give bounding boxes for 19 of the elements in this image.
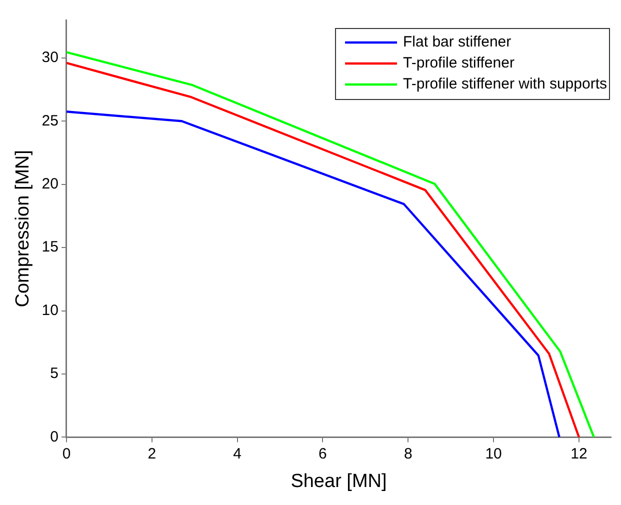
legend-label: T-profile stiffener with supports bbox=[403, 76, 608, 93]
x-tick-label: 6 bbox=[318, 445, 327, 462]
y-tick-label: 25 bbox=[42, 112, 58, 130]
x-tick-label: 2 bbox=[148, 445, 156, 462]
x-tick-label: 4 bbox=[233, 445, 242, 462]
legend-label: T-profile stiffener bbox=[403, 54, 514, 72]
y-axis-title: Compression [MN] bbox=[12, 150, 34, 308]
y-tick-label: 0 bbox=[50, 428, 58, 446]
y-tick-label: 15 bbox=[42, 238, 58, 256]
x-tick-label: 0 bbox=[62, 445, 71, 462]
legend-label: Flat bar stiffener bbox=[403, 34, 512, 51]
y-tick-label: 5 bbox=[50, 365, 58, 382]
x-axis-title: Shear [MN] bbox=[290, 470, 387, 492]
y-tick-label: 10 bbox=[42, 302, 58, 319]
y-tick-label: 20 bbox=[42, 175, 58, 192]
y-tick-label: 30 bbox=[42, 49, 58, 66]
x-tick-label: 8 bbox=[404, 445, 412, 462]
x-tick-label: 10 bbox=[485, 445, 502, 462]
x-tick-label: 12 bbox=[570, 445, 588, 462]
